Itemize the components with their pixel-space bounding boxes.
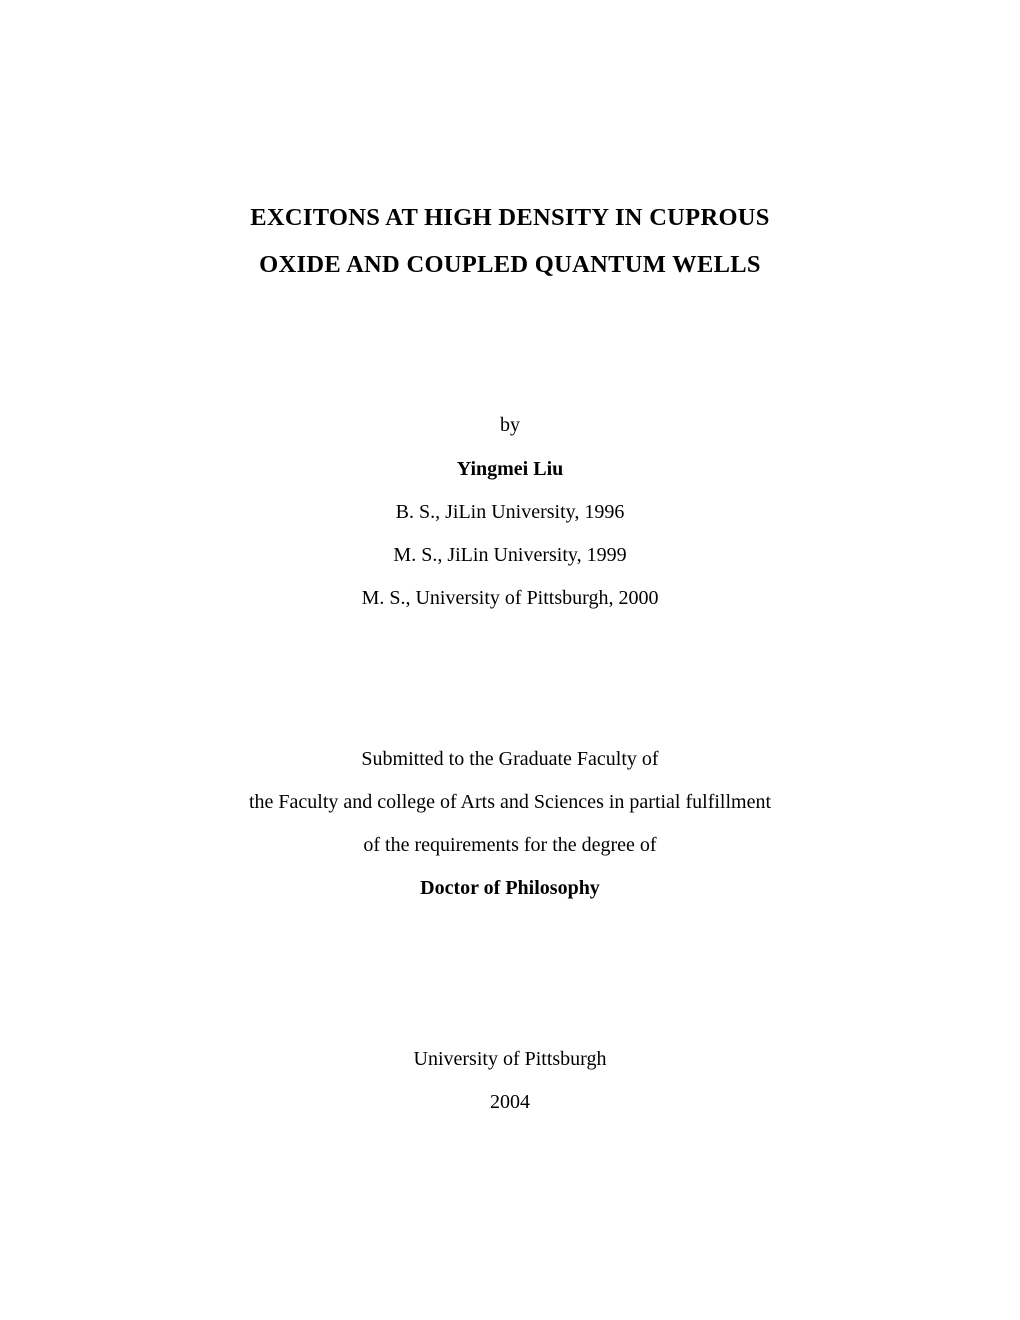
- title-line-2: OXIDE AND COUPLED QUANTUM WELLS: [125, 242, 895, 289]
- credential-3: M. S., University of Pittsburgh, 2000: [125, 577, 895, 620]
- title-block: EXCITONS AT HIGH DENSITY IN CUPROUS OXID…: [125, 195, 895, 288]
- university-block: University of Pittsburgh 2004: [125, 1038, 895, 1124]
- submission-line-2: the Faculty and college of Arts and Scie…: [125, 781, 895, 824]
- submission-line-3: of the requirements for the degree of: [125, 824, 895, 867]
- degree-name: Doctor of Philosophy: [125, 867, 895, 910]
- credential-1: B. S., JiLin University, 1996: [125, 491, 895, 534]
- submission-line-1: Submitted to the Graduate Faculty of: [125, 738, 895, 781]
- title-page: EXCITONS AT HIGH DENSITY IN CUPROUS OXID…: [0, 0, 1020, 1320]
- year: 2004: [125, 1081, 895, 1124]
- author-block: by Yingmei Liu B. S., JiLin University, …: [125, 403, 895, 620]
- by-label: by: [125, 403, 895, 447]
- university-name: University of Pittsburgh: [125, 1038, 895, 1081]
- author-name: Yingmei Liu: [125, 447, 895, 491]
- submission-block: Submitted to the Graduate Faculty of the…: [125, 738, 895, 910]
- title-line-1: EXCITONS AT HIGH DENSITY IN CUPROUS: [125, 195, 895, 242]
- credential-2: M. S., JiLin University, 1999: [125, 534, 895, 577]
